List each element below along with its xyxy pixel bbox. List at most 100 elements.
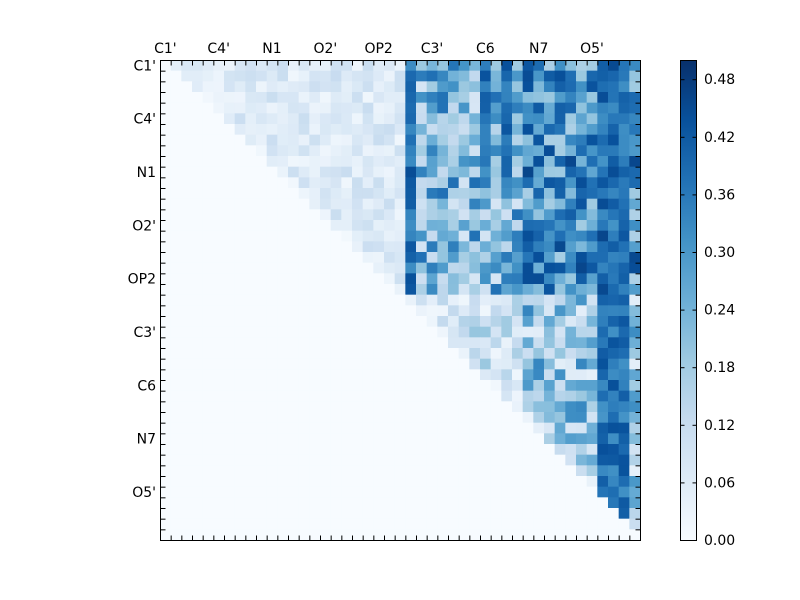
- heatmap-cell: [181, 508, 193, 520]
- heatmap-cell: [597, 518, 609, 530]
- heatmap-cell: [426, 284, 438, 296]
- heatmap-cell: [554, 326, 566, 338]
- heatmap-cell: [394, 284, 406, 296]
- heatmap-cell: [277, 198, 289, 210]
- heatmap-cell: [384, 380, 396, 392]
- heatmap-cell: [192, 156, 204, 168]
- heatmap-cell: [330, 508, 342, 520]
- heatmap-cell: [437, 369, 449, 381]
- heatmap-cell: [576, 444, 588, 456]
- heatmap-cell: [245, 454, 257, 466]
- y-tick-label: O2': [132, 218, 156, 234]
- heatmap-cell: [362, 444, 374, 456]
- heatmap-cell: [416, 433, 428, 445]
- heatmap-cell: [224, 81, 236, 93]
- heatmap-cell: [394, 412, 406, 424]
- heatmap-cell: [224, 465, 236, 477]
- heatmap-cell: [597, 476, 609, 488]
- heatmap-cell: [202, 92, 214, 104]
- heatmap-cell: [608, 497, 620, 509]
- heatmap-cell: [320, 422, 332, 434]
- heatmap-cell: [629, 508, 641, 520]
- heatmap-cell: [298, 60, 310, 72]
- heatmap-cell: [181, 358, 193, 370]
- y-tick-label: C6: [137, 378, 156, 394]
- heatmap-cell: [501, 230, 513, 242]
- heatmap-cell: [416, 262, 428, 274]
- heatmap-cell: [416, 220, 428, 232]
- heatmap-cell: [362, 102, 374, 114]
- heatmap-cell: [565, 316, 577, 328]
- heatmap-cell: [576, 412, 588, 424]
- heatmap-cell: [394, 230, 406, 242]
- heatmap-cell: [618, 369, 630, 381]
- heatmap-cell: [629, 284, 641, 296]
- heatmap-cell: [277, 316, 289, 328]
- heatmap-cell: [266, 497, 278, 509]
- heatmap-cell: [576, 348, 588, 360]
- heatmap-cell: [490, 188, 502, 200]
- heatmap-cell: [170, 241, 182, 253]
- heatmap-cell: [192, 422, 204, 434]
- heatmap-cell: [266, 476, 278, 488]
- heatmap-cell: [629, 92, 641, 104]
- heatmap-cell: [341, 348, 353, 360]
- heatmap-cell: [522, 380, 534, 392]
- heatmap-cell: [192, 70, 204, 82]
- heatmap-cell: [512, 444, 524, 456]
- heatmap-cell: [234, 230, 246, 242]
- heatmap-cell: [608, 70, 620, 82]
- heatmap-cell: [341, 508, 353, 520]
- heatmap-cell: [586, 390, 598, 402]
- heatmap-cell: [597, 294, 609, 306]
- heatmap-cell: [266, 177, 278, 189]
- heatmap-cell: [405, 81, 417, 93]
- heatmap-cell: [213, 433, 225, 445]
- heatmap-cell: [394, 241, 406, 253]
- heatmap-cell: [618, 166, 630, 178]
- heatmap-cell: [405, 134, 417, 146]
- heatmap-cell: [565, 230, 577, 242]
- heatmap-cell: [490, 166, 502, 178]
- heatmap-cell: [426, 348, 438, 360]
- heatmap-cell: [426, 220, 438, 232]
- heatmap-cell: [586, 156, 598, 168]
- heatmap-cell: [330, 294, 342, 306]
- heatmap-cell: [256, 497, 268, 509]
- heatmap-cell: [224, 369, 236, 381]
- heatmap-cell: [394, 390, 406, 402]
- heatmap-cell: [416, 337, 428, 349]
- heatmap-cell: [266, 422, 278, 434]
- heatmap-cell: [405, 348, 417, 360]
- heatmap-cell: [533, 241, 545, 253]
- heatmap-cell: [394, 198, 406, 210]
- y-tick-label: N1: [137, 165, 156, 181]
- heatmap-cell: [469, 476, 481, 488]
- heatmap-cell: [181, 198, 193, 210]
- heatmap-cell: [213, 380, 225, 392]
- heatmap-cell: [522, 433, 534, 445]
- heatmap-cell: [234, 380, 246, 392]
- heatmap-cell: [448, 230, 460, 242]
- heatmap-cell: [480, 220, 492, 232]
- heatmap-cell: [608, 188, 620, 200]
- heatmap-cell: [352, 380, 364, 392]
- heatmap-cell: [608, 230, 620, 242]
- heatmap-cell: [512, 177, 524, 189]
- heatmap-cell: [533, 316, 545, 328]
- heatmap-cell: [384, 390, 396, 402]
- heatmap-cell: [405, 326, 417, 338]
- heatmap-cell: [426, 358, 438, 370]
- heatmap-cell: [298, 433, 310, 445]
- heatmap-cell: [554, 454, 566, 466]
- heatmap-cell: [384, 198, 396, 210]
- heatmap-cell: [352, 412, 364, 424]
- heatmap-cell: [618, 518, 630, 530]
- heatmap-cell: [256, 380, 268, 392]
- heatmap-cells: [160, 60, 641, 541]
- heatmap-cell: [384, 294, 396, 306]
- heatmap-cell: [277, 92, 289, 104]
- heatmap-cell: [309, 454, 321, 466]
- heatmap-cell: [618, 476, 630, 488]
- heatmap-cell: [384, 241, 396, 253]
